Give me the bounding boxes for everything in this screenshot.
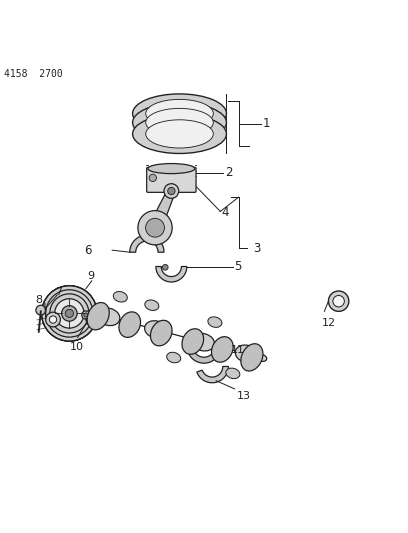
Ellipse shape [144,321,167,338]
Circle shape [138,211,172,245]
Text: 8: 8 [36,295,43,305]
Circle shape [42,286,97,341]
Text: 9: 9 [87,271,94,281]
Ellipse shape [151,320,172,346]
Circle shape [164,184,179,198]
Circle shape [62,305,77,321]
Circle shape [82,311,90,319]
Circle shape [168,187,175,195]
Text: 4: 4 [221,206,228,219]
Circle shape [149,174,156,182]
Ellipse shape [113,292,127,302]
Circle shape [146,219,164,237]
Polygon shape [130,235,164,252]
Ellipse shape [208,317,222,327]
Text: 3: 3 [253,241,260,255]
Ellipse shape [133,114,226,154]
Polygon shape [156,266,187,282]
Circle shape [36,305,46,315]
Polygon shape [149,189,175,230]
Polygon shape [197,367,228,383]
Ellipse shape [98,308,120,326]
Ellipse shape [226,368,240,378]
Text: 13: 13 [237,391,251,401]
Circle shape [84,313,88,317]
Text: 2: 2 [225,166,233,179]
Ellipse shape [241,344,263,371]
Circle shape [162,264,168,270]
Polygon shape [187,340,221,363]
Ellipse shape [146,108,213,136]
Text: 11: 11 [231,345,244,355]
Ellipse shape [148,164,195,174]
Ellipse shape [133,103,226,142]
Ellipse shape [182,329,204,354]
FancyBboxPatch shape [147,167,196,192]
Circle shape [55,298,84,328]
Text: 5: 5 [235,260,242,273]
Ellipse shape [84,308,94,316]
Text: 10: 10 [70,342,84,351]
Ellipse shape [146,120,213,148]
Circle shape [46,312,60,327]
Ellipse shape [258,354,267,361]
Circle shape [172,167,178,173]
Circle shape [328,291,349,311]
Text: 6: 6 [84,244,92,257]
Circle shape [333,295,344,307]
Ellipse shape [133,94,226,133]
Text: 7: 7 [55,287,62,297]
Text: 1: 1 [263,117,271,130]
Text: 4158  2700: 4158 2700 [4,69,63,79]
Ellipse shape [211,337,233,362]
Circle shape [65,309,73,318]
Ellipse shape [87,303,109,330]
Ellipse shape [145,300,159,310]
Ellipse shape [167,352,181,363]
Circle shape [49,316,57,323]
Ellipse shape [119,312,140,337]
Ellipse shape [235,345,258,362]
Text: 12: 12 [322,318,335,327]
Ellipse shape [192,334,215,351]
Ellipse shape [85,309,93,314]
Circle shape [172,165,179,172]
Ellipse shape [146,99,213,127]
